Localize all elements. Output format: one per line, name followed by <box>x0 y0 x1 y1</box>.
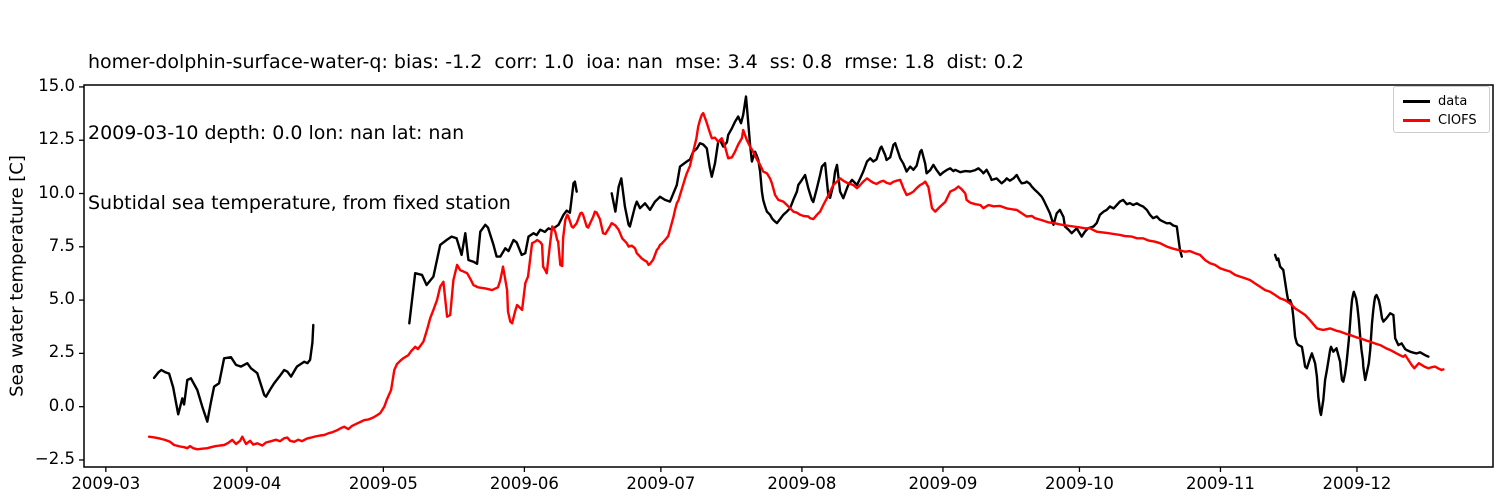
series-line-data-seg1 <box>408 180 578 325</box>
x-tick-label: 2009-05 <box>348 474 418 493</box>
legend-item-data: data <box>1403 92 1485 111</box>
legend-item-ciofs: CIOFS <box>1403 111 1485 130</box>
x-tick-label: 2009-09 <box>908 474 978 493</box>
y-tick-label: −2.5 <box>34 448 75 468</box>
y-tick-label: 15.0 <box>38 75 75 95</box>
legend-label-ciofs: CIOFS <box>1438 113 1477 128</box>
y-tick-label: 0.0 <box>48 395 75 415</box>
y-tick-label: 7.5 <box>48 235 75 255</box>
series-line-data-seg3 <box>1273 253 1430 417</box>
series-line-data-seg0 <box>152 323 315 423</box>
x-tick-label: 2009-07 <box>626 474 696 493</box>
x-tick-label: 2009-10 <box>1044 474 1114 493</box>
legend: data CIOFS <box>1393 86 1490 133</box>
title-line-2: 2009-03-10 depth: 0.0 lon: nan lat: nan <box>88 121 465 144</box>
y-tick-label: 5.0 <box>48 289 75 309</box>
axes-frame <box>83 84 1494 468</box>
legend-line-sample-data <box>1403 100 1430 103</box>
x-tick-label: 2009-11 <box>1185 474 1255 493</box>
title-line-3: Subtidal sea temperature, from fixed sta… <box>88 192 511 214</box>
y-tick-label: 2.5 <box>48 342 75 362</box>
title-line-1: homer-dolphin-surface-water-q: bias: -1.… <box>88 51 1024 73</box>
legend-label-data: data <box>1438 94 1468 109</box>
x-tick-label: 2009-04 <box>212 474 282 493</box>
series-line-data-seg2 <box>610 95 1184 258</box>
x-tick-label: 2009-06 <box>489 474 559 493</box>
x-tick-label: 2009-12 <box>1322 474 1392 493</box>
series-line-CIOFS-seg0 <box>147 111 1445 451</box>
legend-line-sample-ciofs <box>1403 119 1430 122</box>
y-tick-label: 10.0 <box>38 182 75 202</box>
x-tick-label: 2009-03 <box>71 474 141 493</box>
chart-title: homer-dolphin-surface-water-q: bias: -1.… <box>88 4 1024 263</box>
y-tick-label: 12.5 <box>38 129 75 149</box>
x-tick-label: 2009-08 <box>767 474 837 493</box>
